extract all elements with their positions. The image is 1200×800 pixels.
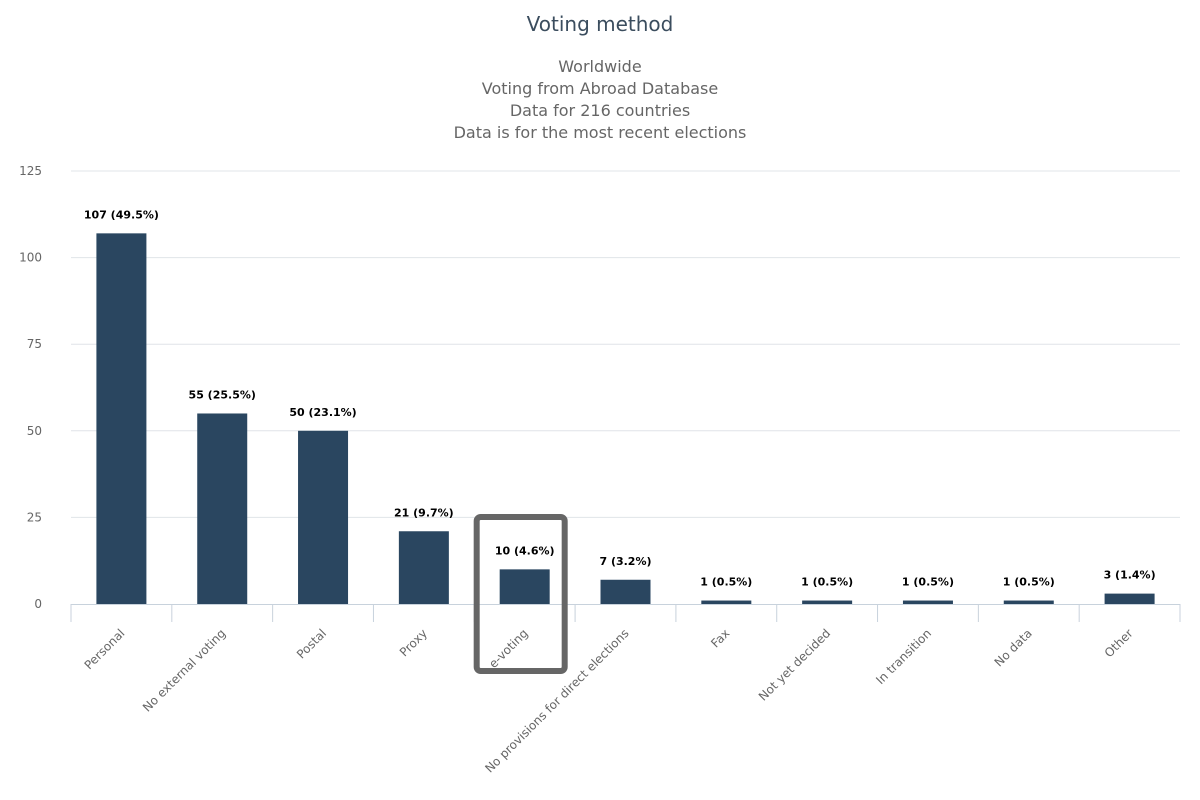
subtitle-line: Worldwide	[558, 57, 642, 76]
y-tick-label: 75	[27, 337, 42, 351]
data-label: 21 (9.7%)	[394, 506, 454, 519]
data-label: 107 (49.5%)	[84, 208, 159, 221]
bar	[499, 569, 550, 604]
data-label: 3 (1.4%)	[1104, 569, 1156, 582]
data-label: 55 (25.5%)	[189, 388, 256, 401]
x-tick-label: No data	[992, 626, 1035, 669]
bar	[1003, 600, 1054, 604]
subtitle-line: Voting from Abroad Database	[481, 79, 719, 98]
bar	[298, 430, 349, 604]
data-label: 7 (3.2%)	[599, 555, 651, 568]
bar	[96, 233, 147, 605]
data-label: 10 (4.6%)	[495, 544, 555, 557]
chart-subtitle: Worldwide Voting from Abroad Database Da…	[0, 56, 1200, 144]
chart-title: Voting method	[526, 12, 674, 36]
x-tick-label: In transition	[873, 626, 934, 687]
highlight-box	[473, 514, 568, 674]
data-label: 50 (23.1%)	[289, 406, 356, 419]
bar	[701, 600, 752, 604]
bar	[902, 600, 953, 604]
bar	[600, 579, 651, 604]
data-label: 1 (0.5%)	[1003, 576, 1055, 589]
data-label: 1 (0.5%)	[700, 576, 752, 589]
y-tick-label: 25	[27, 510, 42, 524]
bar	[197, 413, 248, 604]
data-label: 1 (0.5%)	[801, 576, 853, 589]
y-tick-label: 50	[27, 424, 42, 438]
x-tick-label: No external voting	[140, 626, 228, 714]
subtitle-line: Data is for the most recent elections	[453, 123, 747, 142]
x-tick-label: Not yet decided	[756, 626, 833, 703]
x-tick-label: Personal	[82, 626, 128, 672]
data-label: 1 (0.5%)	[902, 576, 954, 589]
x-tick-label: Proxy	[397, 626, 430, 659]
x-tick-label: Fax	[708, 626, 732, 650]
subtitle-line: Data for 216 countries	[509, 101, 691, 120]
x-tick-label: e-voting	[486, 626, 531, 671]
y-tick-label: 0	[34, 597, 42, 611]
bar	[1104, 593, 1155, 604]
y-tick-label: 100	[19, 251, 42, 265]
x-tick-label: Postal	[294, 626, 329, 661]
y-tick-label: 125	[19, 164, 42, 178]
bar	[398, 531, 449, 604]
bar	[802, 600, 853, 604]
x-tick-label: Other	[1102, 626, 1136, 660]
